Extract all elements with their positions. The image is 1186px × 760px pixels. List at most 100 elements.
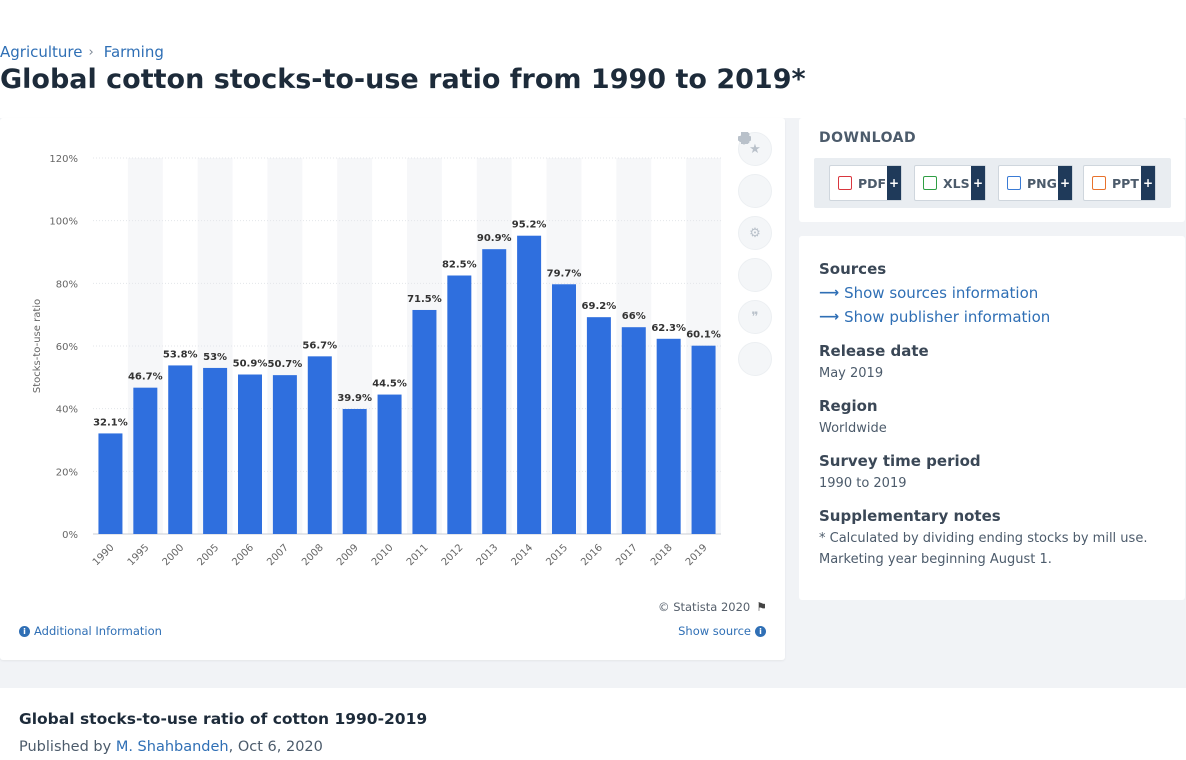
x-tick-label: 2005 bbox=[195, 542, 221, 568]
show-publisher-label: Show publisher information bbox=[844, 308, 1051, 326]
info-icon: i bbox=[19, 625, 30, 637]
data-label-2000: 53.8% bbox=[163, 349, 198, 360]
survey-period-value: 1990 to 2019 bbox=[819, 476, 907, 491]
show-sources-link[interactable]: ⟶ Show sources information bbox=[819, 284, 1038, 302]
page-title: Global cotton stocks-to-use ratio from 1… bbox=[0, 64, 806, 95]
data-label-2010: 44.5% bbox=[372, 379, 407, 390]
data-label-2013: 90.9% bbox=[477, 233, 512, 244]
plus-icon: + bbox=[1058, 166, 1072, 200]
pdf-file-icon bbox=[838, 176, 852, 190]
arrow-right-icon: ⟶ bbox=[819, 285, 840, 301]
chart-toolbar: ★ ⚙ ❞ bbox=[738, 132, 772, 384]
additional-information-label: Additional Information bbox=[34, 624, 162, 638]
arrow-right-icon: ⟶ bbox=[819, 309, 840, 325]
download-pdf-label: PDF bbox=[858, 175, 887, 191]
additional-information-link[interactable]: i Additional Information bbox=[19, 624, 162, 638]
bar-2019 bbox=[691, 345, 716, 534]
y-tick-label: 40% bbox=[56, 405, 78, 416]
y-tick-label: 100% bbox=[49, 217, 78, 228]
x-tick-label: 2012 bbox=[440, 542, 466, 568]
release-date-value: May 2019 bbox=[819, 366, 884, 381]
y-tick-label: 80% bbox=[56, 279, 78, 290]
statistic-details-card: Sources ⟶ Show sources information ⟶ Sho… bbox=[799, 236, 1185, 600]
bar-2005 bbox=[203, 367, 228, 534]
data-label-2018: 62.3% bbox=[651, 323, 686, 334]
download-ppt-button[interactable]: PPT + bbox=[1083, 165, 1156, 201]
show-publisher-link[interactable]: ⟶ Show publisher information bbox=[819, 308, 1050, 326]
cite-quote-icon[interactable]: ❞ bbox=[738, 300, 772, 334]
x-tick-label: 2013 bbox=[475, 542, 501, 568]
download-xls-label: XLS bbox=[943, 175, 970, 191]
download-pdf-button[interactable]: PDF + bbox=[829, 165, 902, 201]
bar-2010 bbox=[377, 394, 402, 534]
download-png-button[interactable]: PNG + bbox=[998, 165, 1073, 201]
bar-2016 bbox=[586, 317, 611, 534]
bar-2012 bbox=[447, 275, 472, 534]
breadcrumb-farming[interactable]: Farming bbox=[103, 43, 164, 61]
settings-gear-icon[interactable]: ⚙ bbox=[738, 216, 772, 250]
x-tick-label: 1995 bbox=[126, 542, 152, 568]
release-date-heading: Release date bbox=[819, 342, 929, 360]
bar-2000 bbox=[168, 365, 193, 534]
region-value: Worldwide bbox=[819, 421, 887, 436]
x-tick-label: 2007 bbox=[265, 542, 291, 568]
summary-title: Global stocks-to-use ratio of cotton 199… bbox=[19, 710, 428, 728]
info-icon: i bbox=[755, 625, 766, 637]
y-tick-label: 0% bbox=[62, 530, 78, 541]
x-tick-label: 2000 bbox=[161, 542, 187, 568]
statistic-summary-card: Global stocks-to-use ratio of cotton 199… bbox=[0, 688, 1186, 760]
plus-icon: + bbox=[971, 166, 985, 200]
download-panel: PDF + XLS + PNG + PPT + bbox=[814, 158, 1171, 208]
x-tick-label: 2009 bbox=[335, 542, 361, 568]
data-label-2006: 50.9% bbox=[233, 359, 268, 370]
breadcrumb: Agriculture › Farming bbox=[0, 43, 164, 61]
published-by-label: Published by bbox=[19, 739, 116, 755]
show-sources-label: Show sources information bbox=[844, 284, 1039, 302]
data-label-2014: 95.2% bbox=[512, 220, 547, 231]
bar-2014 bbox=[517, 235, 542, 534]
author-link[interactable]: M. Shahbandeh bbox=[115, 739, 229, 755]
bar-2011 bbox=[412, 309, 437, 534]
show-source-link[interactable]: Show source i bbox=[678, 624, 766, 638]
x-tick-label: 2006 bbox=[230, 542, 256, 568]
data-label-1995: 46.7% bbox=[128, 372, 163, 383]
share-icon[interactable] bbox=[738, 132, 772, 292]
plus-icon: + bbox=[1141, 166, 1155, 200]
data-label-2015: 79.7% bbox=[547, 268, 582, 279]
x-tick-label: 1990 bbox=[91, 542, 117, 568]
x-tick-label: 2008 bbox=[300, 542, 326, 568]
data-label-2005: 53% bbox=[203, 352, 227, 363]
download-title: DOWNLOAD bbox=[819, 130, 917, 146]
publish-date: , Oct 6, 2020 bbox=[228, 739, 323, 755]
x-tick-label: 2018 bbox=[649, 542, 675, 568]
flag-icon[interactable]: ⚑ bbox=[756, 600, 767, 614]
published-by-line: Published by M. Shahbandeh, Oct 6, 2020 bbox=[19, 739, 323, 755]
copyright-notice: © Statista 2020 ⚑ bbox=[658, 600, 767, 614]
bar-2009 bbox=[342, 408, 367, 534]
data-label-2009: 39.9% bbox=[337, 393, 372, 404]
x-tick-label: 2016 bbox=[579, 542, 605, 568]
bar-2013 bbox=[482, 249, 507, 534]
data-label-2008: 56.7% bbox=[302, 340, 337, 351]
breadcrumb-agriculture[interactable]: Agriculture bbox=[0, 43, 83, 61]
show-source-label: Show source bbox=[678, 624, 751, 638]
x-tick-label: 2015 bbox=[544, 542, 570, 568]
download-xls-button[interactable]: XLS + bbox=[914, 165, 986, 201]
data-label-2007: 50.7% bbox=[268, 359, 303, 370]
print-icon[interactable] bbox=[738, 132, 772, 376]
data-label-2016: 69.2% bbox=[582, 301, 617, 312]
data-label-2012: 82.5% bbox=[442, 260, 477, 271]
x-tick-label: 2010 bbox=[370, 542, 396, 568]
y-tick-label: 120% bbox=[49, 154, 78, 165]
region-heading: Region bbox=[819, 397, 878, 415]
bar-2015 bbox=[552, 284, 576, 534]
x-tick-label: 2014 bbox=[509, 542, 535, 568]
notification-bell-icon[interactable] bbox=[738, 133, 772, 208]
data-label-1990: 32.1% bbox=[93, 417, 128, 428]
plus-icon: + bbox=[887, 166, 901, 200]
bar-1995 bbox=[133, 387, 158, 534]
xls-file-icon bbox=[923, 176, 937, 190]
breadcrumb-separator: › bbox=[88, 44, 94, 60]
bar-chart: 0% 20% 40% 60% 80% 100% 120% 32.1% 1990 46.7% 1995… bbox=[32, 154, 721, 568]
copyright-text: © Statista 2020 bbox=[658, 600, 751, 614]
